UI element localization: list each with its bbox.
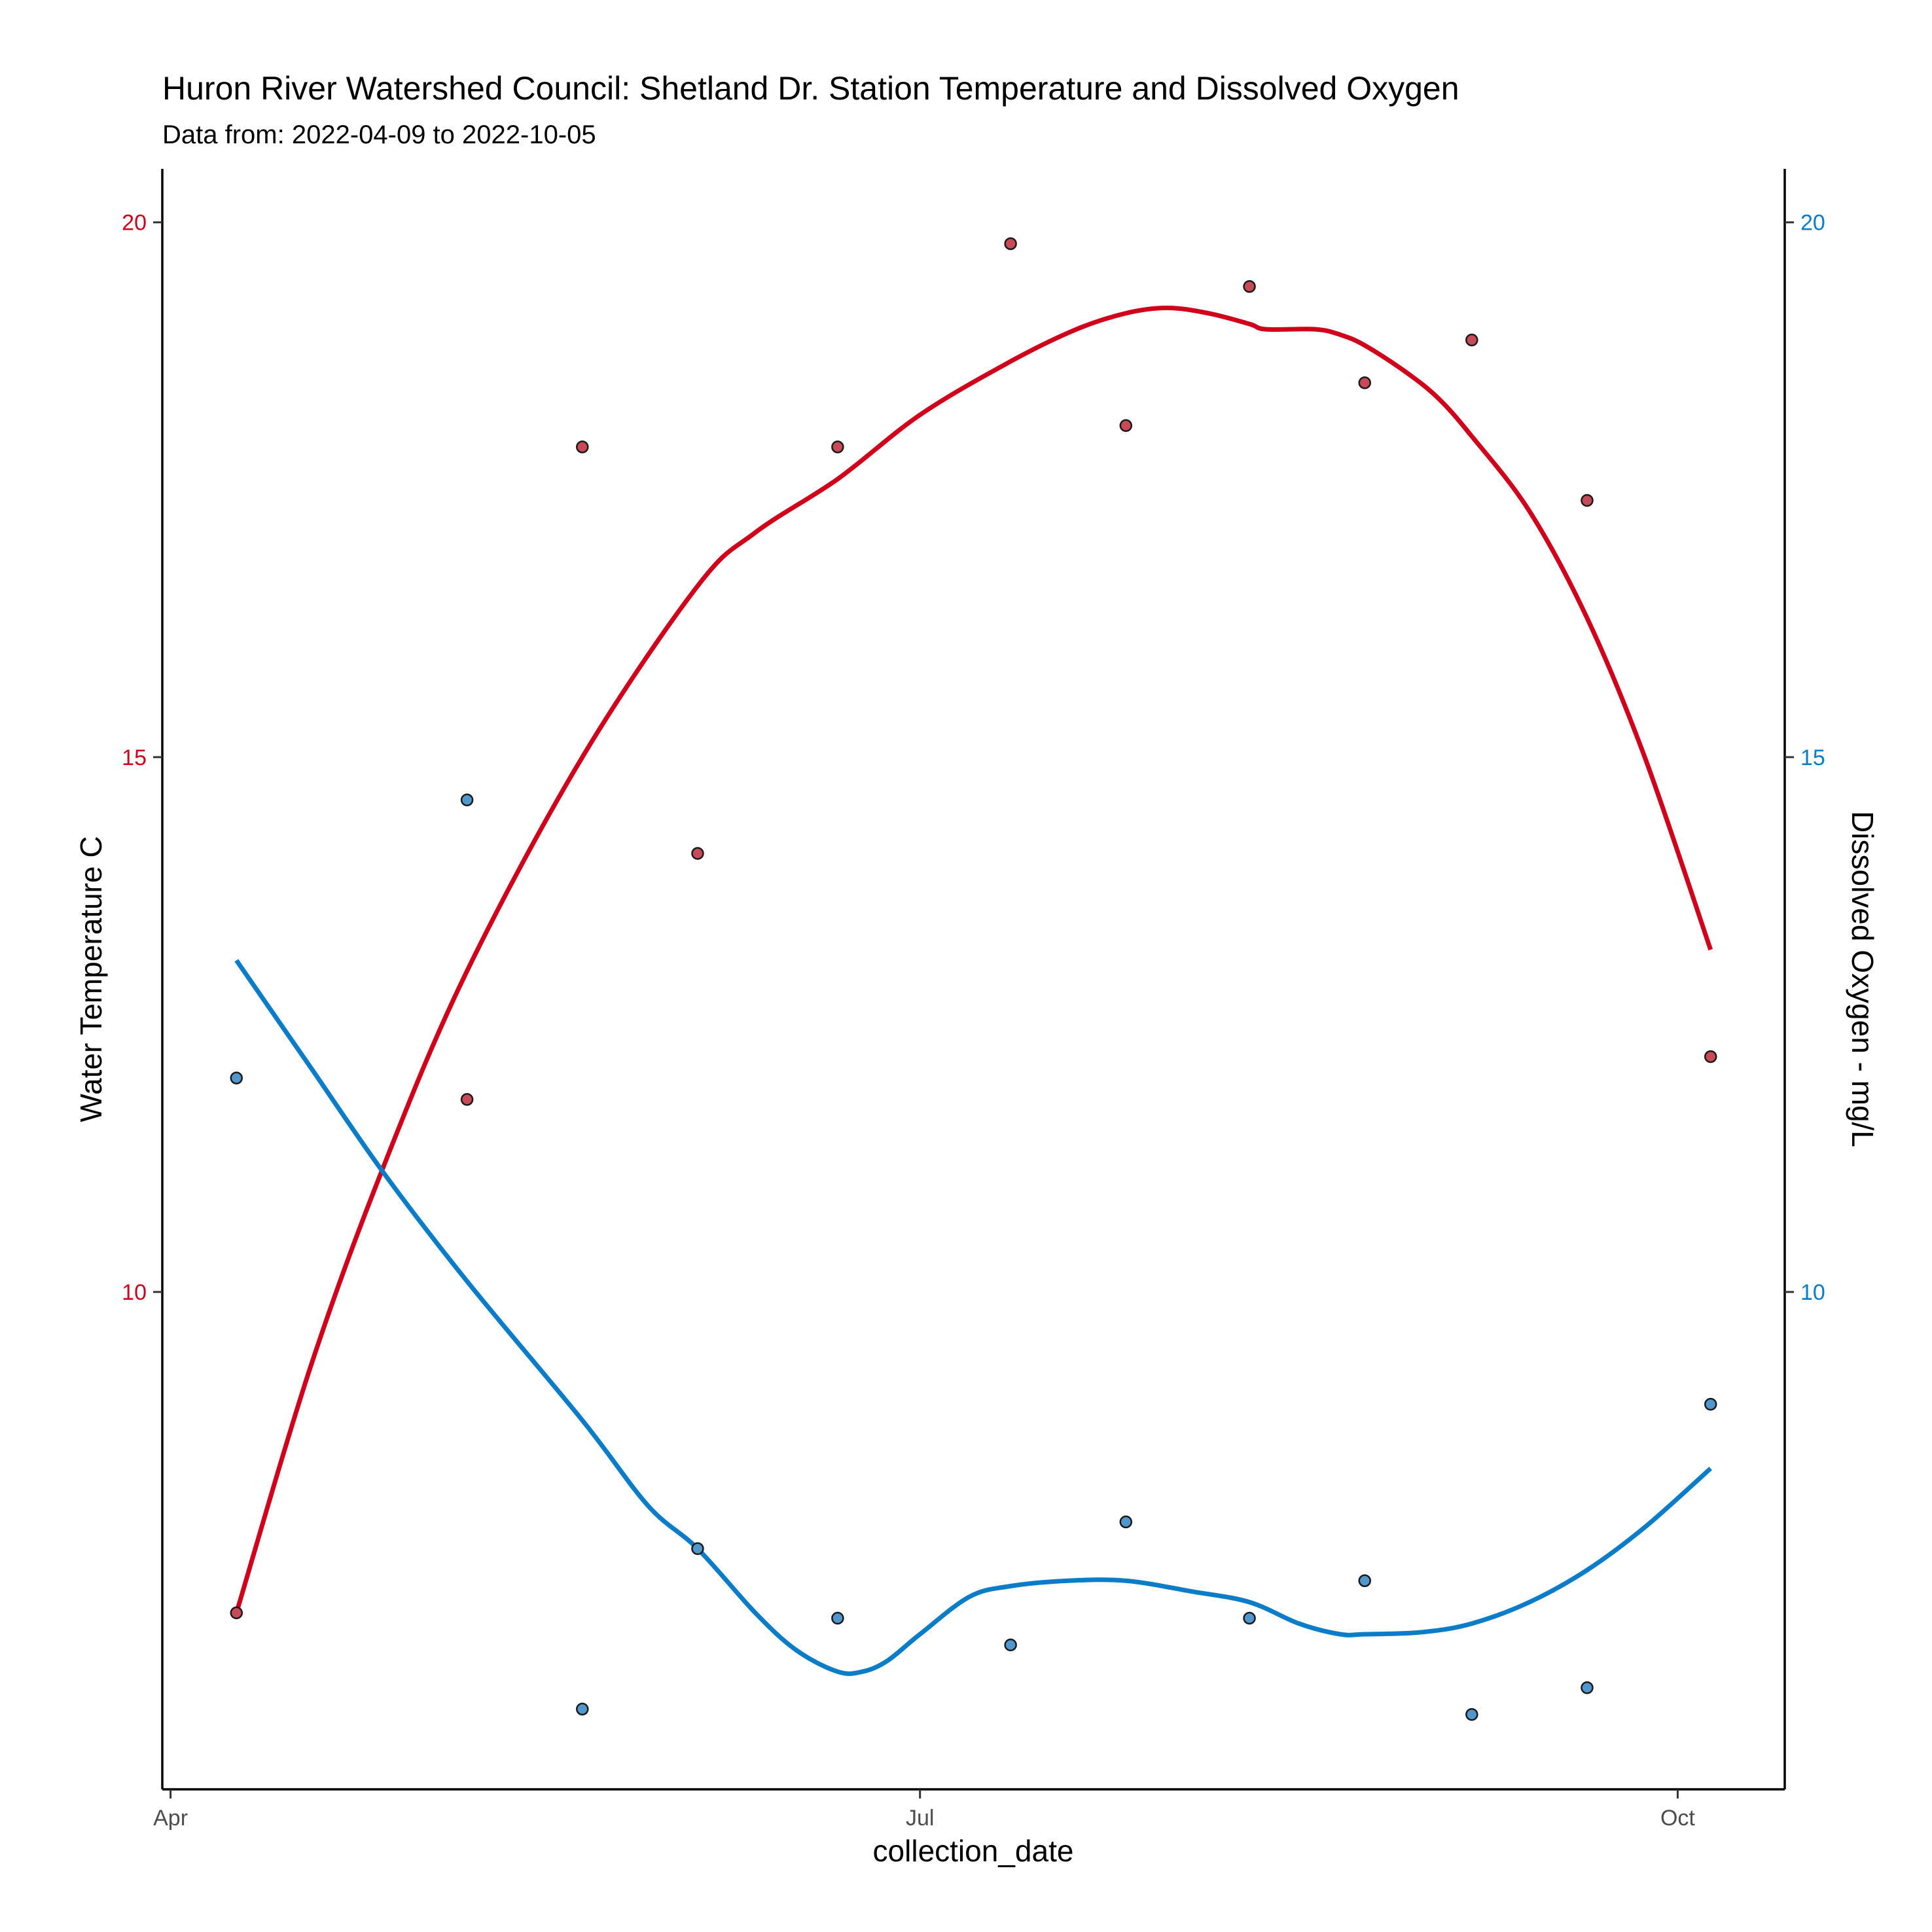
temperature-point — [576, 440, 589, 454]
left-y-tick-label: 20 — [122, 211, 147, 236]
left-y-tick-label: 15 — [122, 745, 147, 770]
left-y-tick-label: 10 — [122, 1280, 147, 1305]
chart-subtitle: Data from: 2022-04-09 to 2022-10-05 — [162, 120, 596, 149]
oxygen-point — [1004, 1638, 1017, 1652]
oxygen-point — [576, 1702, 589, 1716]
right-y-tick-label: 10 — [1800, 1280, 1825, 1305]
oxygen-point — [1358, 1574, 1371, 1588]
x-tick-label: Apr — [153, 1806, 188, 1831]
temperature-point — [691, 847, 704, 860]
temperature-point — [1119, 419, 1133, 432]
oxygen-trend-line — [234, 959, 1713, 1676]
oxygen-point — [230, 1071, 243, 1084]
temperature-point — [1704, 1050, 1717, 1064]
axes — [161, 169, 1786, 1791]
temperature-point — [1465, 333, 1478, 347]
oxygen-point — [1581, 1681, 1594, 1694]
data-points — [230, 237, 1717, 1721]
oxygen-point — [1119, 1515, 1133, 1529]
temperature-point — [230, 1606, 243, 1620]
chart-title: Huron River Watershed Council: Shetland … — [162, 70, 1459, 107]
right-y-tick-label: 20 — [1800, 211, 1825, 236]
oxygen-point — [831, 1611, 844, 1625]
right-y-axis-title: Dissolved Oxygen - mg/L — [1846, 811, 1880, 1147]
x-tick-label: Oct — [1660, 1806, 1695, 1831]
temperature-trend-line — [234, 306, 1713, 1614]
oxygen-point — [1465, 1708, 1478, 1721]
temperature-point — [1243, 280, 1256, 293]
right-y-tick-label: 15 — [1800, 745, 1825, 770]
oxygen-point — [1704, 1397, 1717, 1411]
left-y-axis-title: Water Temperature C — [74, 836, 108, 1122]
oxygen-point — [691, 1542, 704, 1556]
x-axis-title: collection_date — [873, 1834, 1074, 1868]
temperature-point — [831, 440, 844, 454]
ticks: Apr Jul Oct 10 15 20 10 15 20 — [122, 211, 1825, 1831]
temperature-point — [1581, 493, 1594, 507]
oxygen-point — [460, 793, 474, 807]
temperature-point — [1358, 376, 1371, 389]
trend-lines — [234, 306, 1713, 1676]
temperature-point — [1004, 237, 1017, 251]
x-tick-label: Jul — [906, 1806, 934, 1831]
temperature-point — [460, 1093, 474, 1106]
oxygen-point — [1243, 1611, 1256, 1625]
